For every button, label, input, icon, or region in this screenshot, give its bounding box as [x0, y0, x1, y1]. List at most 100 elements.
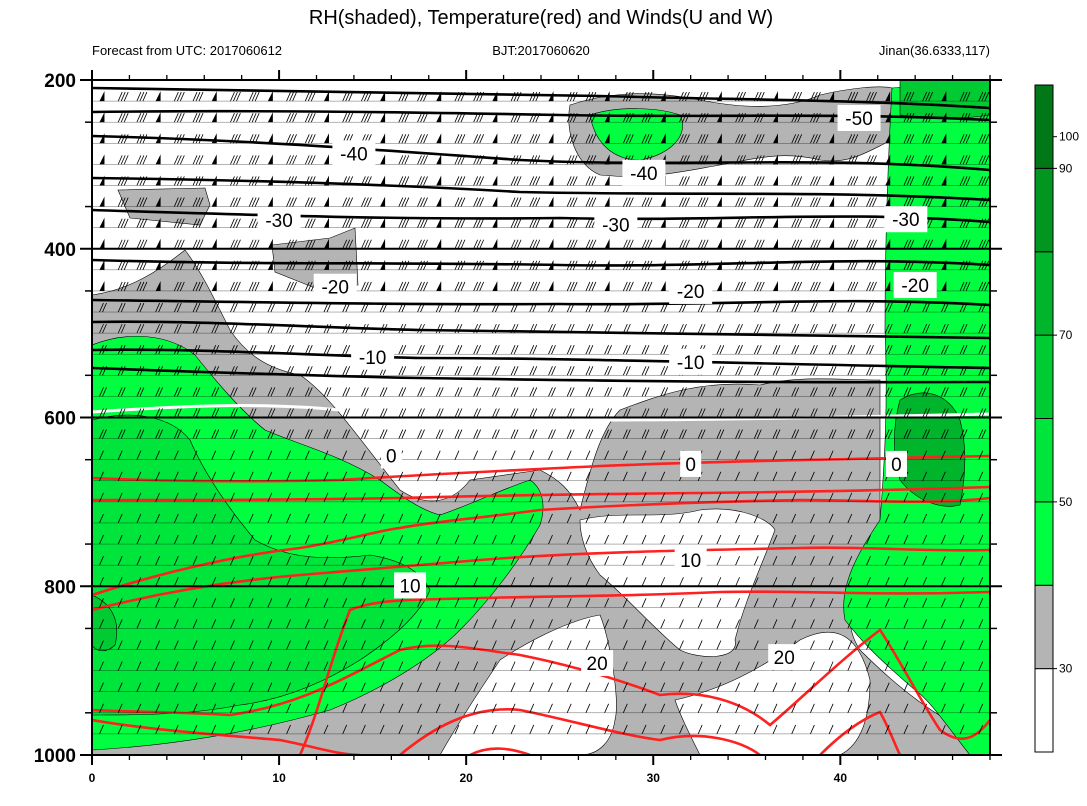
wind-barb-flag	[123, 113, 129, 123]
wind-barb-flag	[604, 640, 609, 650]
wind-barb-flag	[741, 218, 746, 228]
wind-barb-flag	[286, 555, 291, 566]
wind-barb-flag	[663, 345, 669, 355]
wind-barb-flag	[510, 534, 516, 545]
wind-barb-flag	[647, 91, 653, 102]
wind-barb-flag	[940, 429, 946, 439]
wind-barb-flag	[345, 91, 351, 102]
wind-barb-flag	[816, 218, 821, 228]
wind-barb-flag	[588, 218, 594, 228]
wind-barb-flag	[435, 555, 441, 566]
wind-barb-flag	[379, 408, 385, 418]
wind-barb-flag	[847, 555, 853, 566]
wind-barb-flag	[120, 155, 126, 165]
wind-barb-flag	[361, 113, 366, 123]
wind-barb-flag	[513, 302, 519, 313]
wind-barb-flag	[510, 260, 516, 271]
wind-barb-flag	[117, 387, 123, 397]
wind-barb-flag	[625, 91, 631, 102]
wind-barb-flag	[622, 134, 628, 144]
wind-barb-flag	[816, 155, 821, 165]
wind-barb-flag	[286, 91, 291, 102]
wind-barb-flag	[139, 281, 145, 292]
wind-barb-flag	[398, 724, 404, 735]
wind-barb-flag	[173, 91, 179, 102]
wind-barb-flag	[794, 155, 800, 165]
wind-barb-flag	[847, 91, 853, 102]
wind-barb-flag	[348, 260, 354, 271]
wind-barb-flag	[772, 387, 778, 397]
wind-barb-flag	[198, 239, 204, 249]
wind-barb-flag	[230, 134, 235, 144]
wind-barb-flag	[423, 197, 428, 207]
wind-barb-flag	[510, 197, 516, 207]
wind-barb-flag	[753, 155, 759, 165]
wind-barb-pennant	[829, 133, 835, 144]
wind-barb-flag	[847, 345, 853, 355]
wind-barb-flag	[233, 302, 238, 313]
wind-barb-flag	[922, 640, 928, 650]
wind-barb-flag	[735, 682, 740, 692]
wind-barb-flag	[398, 555, 404, 566]
wind-barb-flag	[289, 429, 294, 439]
wind-barb-flag	[248, 218, 254, 228]
wind-barb-flag	[959, 577, 965, 587]
y-tick-label: 400	[44, 240, 76, 261]
wind-barb-flag	[585, 302, 591, 313]
wind-barb-flag	[548, 619, 553, 629]
wind-barb-flag	[251, 176, 257, 186]
wind-barb-pennant	[99, 175, 105, 186]
wind-barb-flag	[813, 345, 818, 355]
wind-barb-flag	[251, 345, 257, 355]
temperature-label-box	[669, 277, 713, 304]
wind-barb-flag	[978, 555, 984, 566]
wind-barb-flag	[903, 408, 909, 418]
wind-barb-flag	[479, 134, 485, 144]
wind-barb-flag	[828, 471, 834, 481]
wind-barb-flag	[435, 429, 441, 439]
chart-title: RH(shaded), Temperature(red) and Winds(U…	[309, 7, 773, 29]
wind-barb-pennant	[604, 280, 610, 291]
wind-barb-flag	[510, 345, 516, 355]
wind-barb-flag	[158, 408, 163, 418]
wind-barb-flag	[566, 408, 572, 418]
wind-barb-flag	[813, 239, 818, 249]
wind-barb-flag	[978, 176, 984, 186]
wind-barb-flag	[435, 450, 441, 460]
wind-barb-flag	[510, 366, 516, 376]
wind-barb-flag	[117, 534, 123, 545]
wind-barb-flag	[753, 471, 759, 481]
wind-barb-flag	[735, 366, 740, 376]
wind-barb-flag	[959, 91, 965, 102]
wind-barb-flag	[532, 197, 538, 207]
temperature-label-box	[893, 272, 937, 299]
wind-barb-flag	[959, 640, 965, 650]
wind-barb-flag	[810, 724, 815, 735]
wind-barb-flag	[420, 260, 425, 271]
wind-barb-flag	[981, 302, 987, 313]
wind-barb-flag	[173, 281, 179, 292]
wind-barb-flag	[510, 640, 516, 650]
wind-barb-pennant	[380, 175, 386, 186]
wind-barb-flag	[248, 281, 254, 292]
wind-barb-pennant	[99, 280, 105, 291]
wind-barb-flag	[454, 724, 460, 735]
wind-barb-flag	[813, 218, 818, 228]
wind-barb-flag	[644, 281, 650, 292]
wind-barb-flag	[479, 91, 485, 102]
wind-barb-flag	[753, 197, 759, 207]
wind-barb-flag	[909, 260, 915, 271]
wind-barb-flag	[307, 239, 313, 249]
wind-barb-flag	[473, 281, 479, 292]
wind-barb-flag	[417, 640, 422, 650]
wind-barb-flag	[831, 323, 837, 334]
wind-barb-flag	[922, 577, 928, 587]
wind-barb-flag	[454, 366, 460, 376]
wind-barb-flag	[230, 661, 235, 671]
wind-barb-pennant	[885, 112, 891, 123]
wind-barb-flag	[622, 598, 628, 608]
wind-barb-pennant	[155, 112, 161, 123]
wind-barb-flag	[981, 239, 987, 249]
wind-barb-flag	[361, 640, 366, 650]
wind-barb-flag	[473, 640, 479, 650]
